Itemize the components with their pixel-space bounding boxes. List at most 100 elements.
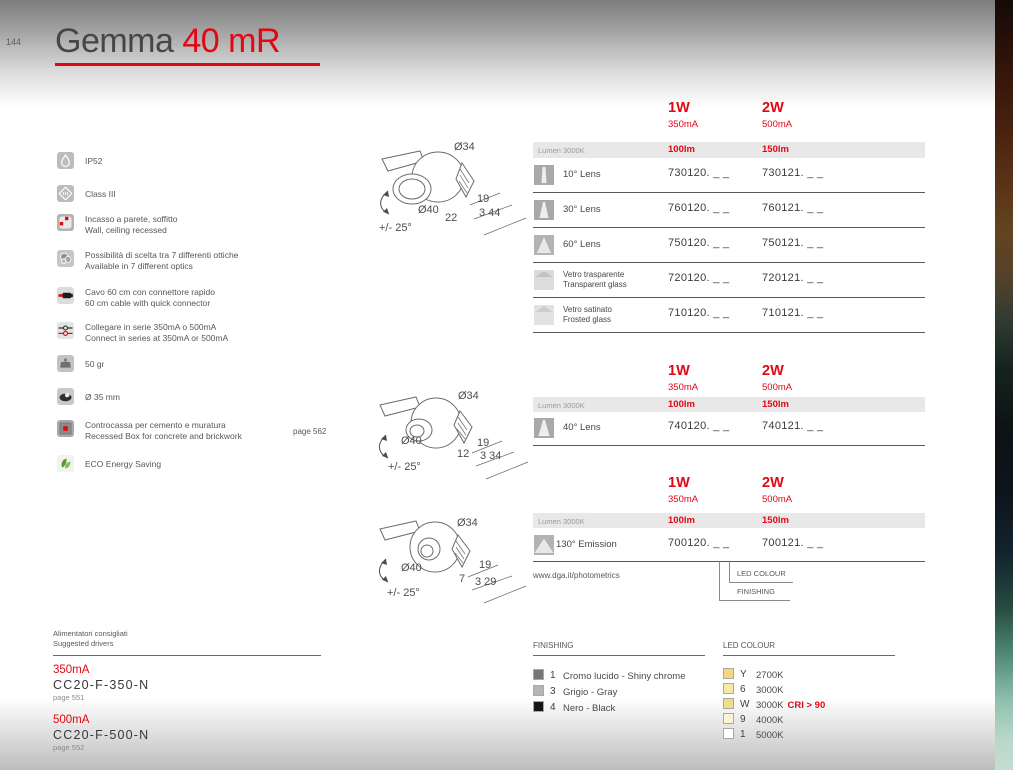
lumen-label: Lumen 3000K [538, 400, 585, 410]
dim-dia-front: Ø40 [401, 435, 422, 447]
title-main: Gemma [55, 22, 174, 60]
fixture-line-art-2: Ø34 Ø40 12 19 3 34 +/- 25° [379, 390, 529, 480]
led-colour-rule [723, 655, 895, 656]
dim-total: 19 [479, 559, 491, 571]
led-swatch [723, 668, 734, 679]
col-500ma-header: 500mA [762, 382, 793, 393]
table-row: Vetro trasparente Transparent glass 7201… [533, 263, 925, 298]
dim-split: 3 29 [475, 576, 496, 588]
callout-underline-finishing [719, 600, 790, 601]
hole-diameter-icon [57, 388, 74, 405]
spec-text: Collegare in serie 350mA o 500mA [85, 322, 217, 332]
led-swatch [723, 713, 734, 724]
col-350ma-header: 350mA [668, 119, 699, 130]
table-rows: 40° Lens 740120. _ _ 740121. _ _ [533, 411, 925, 446]
led-swatch [723, 698, 734, 709]
spec-text: Incasso a parete, soffitto [85, 214, 178, 224]
lens-10-icon [534, 165, 554, 185]
dim-dia-top: Ø34 [458, 390, 479, 402]
spec-text: 50 gr [85, 359, 105, 369]
page-title: Gemma 40 mR [55, 22, 281, 61]
dim-split: 3 34 [480, 450, 501, 462]
lumen-bar: Lumen 3000K 100lm 150lm [533, 142, 925, 158]
finishing-item: 4 Nero - Black [533, 701, 711, 714]
code-2w: 730121. _ _ [762, 167, 824, 179]
table-row: 60° Lens 750120. _ _ 750121. _ _ [533, 228, 925, 263]
title-variant: 40 mR [182, 22, 281, 60]
top-gradient [0, 0, 995, 108]
led-colour-item: W 3000K CRI > 90 [723, 698, 903, 711]
dim-dia-top: Ø34 [454, 141, 475, 153]
spec-weight: 50 gr [57, 355, 357, 372]
product-table-2: 1W 350mA 2W 500mA Lumen 3000K 100lm 150l… [533, 363, 925, 446]
spec-mounting: Incasso a parete, soffitto Wall, ceiling … [57, 214, 357, 235]
code-2w: 760121. _ _ [762, 202, 824, 214]
spec-recessed-box: Controcassa per cemento e muratura Recess… [57, 420, 357, 441]
lumen-1w: 100lm [668, 515, 695, 526]
driver-current: 350mA [53, 664, 90, 676]
callout-finishing: FINISHING [737, 587, 775, 596]
lumen-2w: 150lm [762, 144, 789, 155]
code-1w: 710120. _ _ [668, 307, 730, 319]
drivers-title-en: Suggested drivers [53, 639, 114, 648]
spec-cable: Cavo 60 cm con connettore rapido 60 cm ca… [57, 287, 357, 308]
finishing-rule [533, 655, 705, 656]
wall-ceiling-icon [57, 214, 74, 231]
table-rows: 130° Emission 700120. _ _ 700121. _ _ [533, 528, 925, 562]
dim-total: 19 [477, 193, 489, 205]
code-2w: 700121. _ _ [762, 537, 824, 549]
led-colour-legend: LED COLOUR Y 2700K 6 3000K W 3000K CRI > … [723, 641, 903, 746]
driver-code: CC20-F-350-N [53, 678, 150, 692]
photometrics-link[interactable]: www.dga.it/photometrics [533, 571, 620, 580]
finishing-item: 1 Cromo lucido - Shiny chrome [533, 669, 711, 682]
spec-page-ref: page 562 [293, 427, 327, 436]
code-1w: 740120. _ _ [668, 420, 730, 432]
led-colour-item: Y 2700K [723, 668, 903, 681]
finishing-title: FINISHING [533, 641, 574, 650]
table-row: 10° Lens 730120. _ _ 730121. _ _ [533, 158, 925, 193]
led-swatch [723, 683, 734, 694]
lens-40-icon [534, 418, 554, 438]
dim-tilt: +/- 25° [387, 587, 420, 599]
class-iii-icon [57, 185, 74, 202]
col-500ma-header: 500mA [762, 494, 793, 505]
col-2w-header: 2W [762, 100, 784, 116]
finish-swatch [533, 701, 544, 712]
code-1w: 730120. _ _ [668, 167, 730, 179]
dim-depth: 7 [459, 573, 465, 585]
eco-leaves-icon [57, 455, 74, 472]
driver-page-ref: page 551 [53, 693, 85, 702]
code-2w: 750121. _ _ [762, 237, 824, 249]
emission-130-icon [534, 535, 554, 555]
frosted-glass-icon [534, 305, 554, 325]
driver-current: 500mA [53, 714, 90, 726]
spec-cutout: Ø 35 mm [57, 388, 357, 405]
col-350ma-header: 350mA [668, 494, 699, 505]
spec-series: Collegare in serie 350mA o 500mA Connect … [57, 322, 357, 343]
finish-swatch [533, 685, 544, 696]
dim-depth: 12 [457, 448, 469, 460]
series-connection-icon [57, 322, 74, 339]
lumen-1w: 100lm [668, 144, 695, 155]
weight-icon [57, 355, 74, 372]
callout-underline-led [729, 582, 793, 583]
adjacent-page-photo-strip [995, 0, 1013, 770]
cri-note: CRI > 90 [787, 699, 826, 711]
dim-total: 19 [477, 437, 489, 449]
spec-text: Controcassa per cemento e muratura [85, 420, 226, 430]
code-2w: 740121. _ _ [762, 420, 824, 432]
dim-tilt: +/- 25° [388, 461, 421, 473]
table-row: Vetro satinato Frosted glass 710120. _ _… [533, 298, 925, 333]
table-row: 30° Lens 760120. _ _ 760121. _ _ [533, 193, 925, 228]
technical-drawing-1: Ø34 Ø40 22 19 3 44 +/- 25° [372, 133, 532, 243]
driver-code: CC20-F-500-N [53, 728, 150, 742]
product-table-3: 1W 350mA 2W 500mA Lumen 3000K 100lm 150l… [533, 475, 925, 562]
table-row: 40° Lens 740120. _ _ 740121. _ _ [533, 411, 925, 446]
optics-icon [57, 250, 74, 267]
fixture-line-art-1: Ø34 Ø40 22 19 3 44 +/- 25° [379, 141, 527, 236]
spec-text: Possibilità di scelta tra 7 differenti o… [85, 250, 239, 260]
spec-text: Cavo 60 cm con connettore rapido [85, 287, 215, 297]
lumen-2w: 150lm [762, 399, 789, 410]
col-1w-header: 1W [668, 100, 690, 116]
